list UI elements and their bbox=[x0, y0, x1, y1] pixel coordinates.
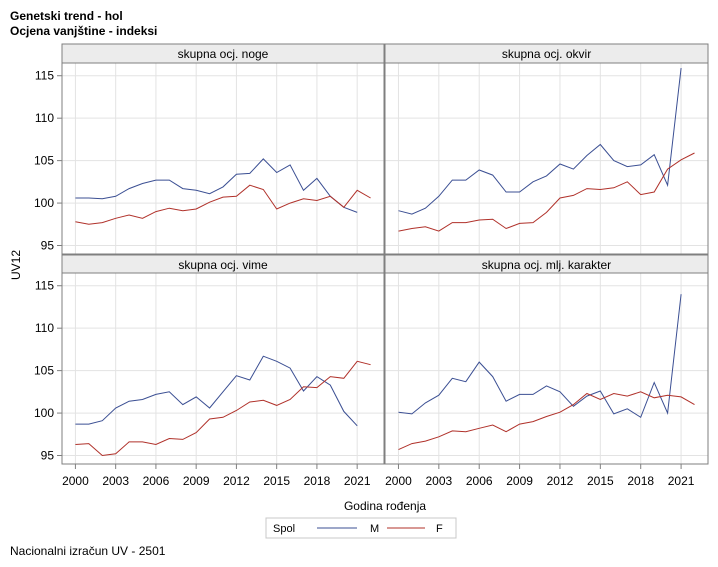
x-tick-label: 2015 bbox=[263, 474, 290, 488]
x-tick-label: 2003 bbox=[425, 474, 452, 488]
x-tick-label: 2018 bbox=[304, 474, 331, 488]
legend: Spol M F bbox=[265, 517, 457, 539]
chart-title: Genetski trend - hol bbox=[10, 9, 123, 23]
legend-label-F: F bbox=[436, 523, 443, 535]
y-axis-label: UV12 bbox=[9, 250, 23, 280]
y-tick-label: 95 bbox=[41, 449, 55, 463]
y-tick-label: 105 bbox=[34, 154, 54, 168]
x-tick-label: 2009 bbox=[183, 474, 210, 488]
x-tick-label: 2012 bbox=[223, 474, 250, 488]
x-tick-label: 2015 bbox=[587, 474, 614, 488]
y-tick-label: 115 bbox=[35, 279, 54, 293]
x-tick-label: 2018 bbox=[627, 474, 654, 488]
x-tick-label: 2000 bbox=[62, 474, 89, 488]
series-line-M bbox=[75, 355, 358, 427]
panel-title: skupna ocj. mlj. karakter bbox=[482, 258, 611, 272]
y-tick-label: 100 bbox=[34, 196, 54, 210]
legend-label-M: M bbox=[370, 523, 379, 535]
y-tick-label: 110 bbox=[35, 111, 54, 125]
legend-title: Spol bbox=[273, 523, 295, 535]
series-line-F bbox=[398, 152, 695, 232]
y-tick-label: 110 bbox=[35, 321, 54, 335]
panel-3: skupna ocj. mlj. karakter bbox=[384, 254, 709, 465]
x-axis-label: Godina rođenja bbox=[344, 499, 426, 513]
footnote: Nacionalni izračun UV - 2501 bbox=[10, 544, 166, 558]
panel-frame bbox=[384, 62, 709, 255]
panel-frame bbox=[61, 272, 385, 465]
legend-box bbox=[265, 517, 457, 539]
series-line-F bbox=[398, 391, 695, 451]
x-tick-label: 2012 bbox=[547, 474, 574, 488]
panel-frame bbox=[384, 272, 709, 465]
y-tick-label: 115 bbox=[35, 69, 54, 83]
x-tick-label: 2006 bbox=[466, 474, 493, 488]
panel-2: skupna ocj. vime bbox=[61, 254, 385, 465]
x-tick-label: 2006 bbox=[143, 474, 170, 488]
panel-title: skupna ocj. noge bbox=[178, 47, 269, 61]
series-line-M bbox=[398, 294, 682, 419]
panel-frame bbox=[61, 62, 385, 255]
y-tick-label: 95 bbox=[41, 239, 55, 253]
panel-1: skupna ocj. okvir bbox=[384, 43, 709, 255]
panels: skupna ocj. noge skupna ocj. okvir skupna … bbox=[61, 43, 709, 465]
y-tick-label: 100 bbox=[34, 406, 54, 420]
series-line-F bbox=[75, 360, 371, 457]
panel-title: skupna ocj. okvir bbox=[502, 47, 591, 61]
series-line-M bbox=[75, 158, 358, 213]
x-tick-label: 2021 bbox=[344, 474, 371, 488]
series-line-F bbox=[75, 184, 371, 225]
chart-subtitle: Ocjena vanjštine - indeksi bbox=[10, 24, 158, 38]
panel-0: skupna ocj. noge bbox=[61, 43, 385, 255]
y-tick-label: 105 bbox=[34, 364, 54, 378]
x-tick-label: 2009 bbox=[506, 474, 533, 488]
x-tick-label: 2021 bbox=[668, 474, 695, 488]
chart-title-block: Genetski trend - hol Ocjena vanjštine - … bbox=[10, 9, 157, 39]
series-line-M bbox=[398, 68, 682, 215]
x-tick-label: 2000 bbox=[385, 474, 412, 488]
panel-title: skupna ocj. vime bbox=[178, 258, 268, 272]
axes: 95 100 105 110 115 95 100 105 110 115 2000 2003 2006… bbox=[34, 69, 695, 488]
x-tick-label: 2003 bbox=[102, 474, 129, 488]
